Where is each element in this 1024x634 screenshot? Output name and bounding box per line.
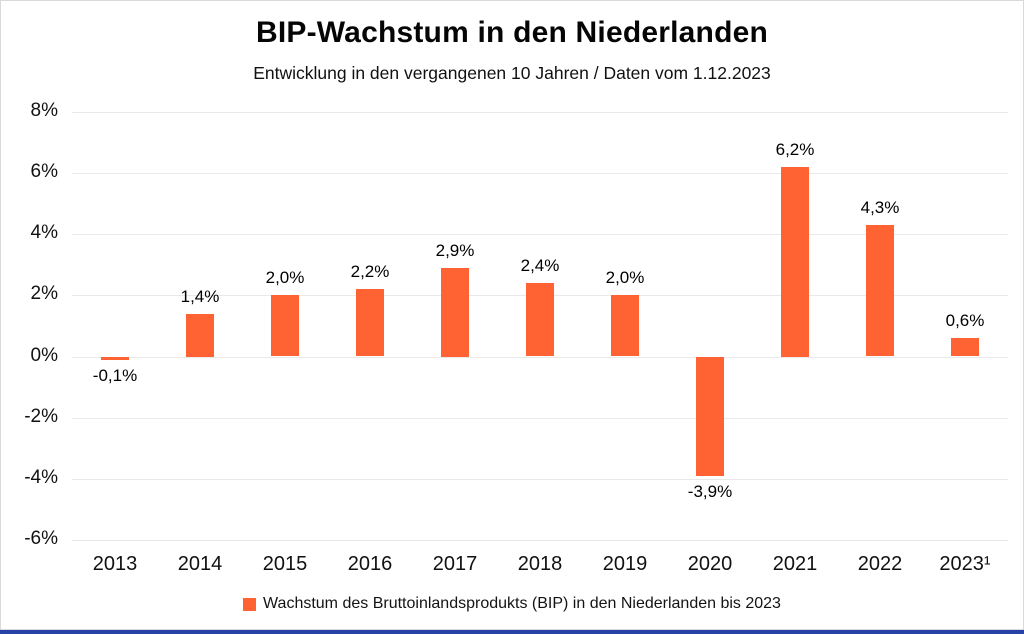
gridline-6% (72, 173, 1008, 174)
y-axis-tick--4%: -4% (24, 467, 58, 488)
x-axis-tick-2020: 2020 (687, 553, 733, 575)
x-axis-tick-2021: 2021 (772, 553, 818, 575)
y-axis-tick-4%: 4% (30, 222, 58, 243)
legend-swatch-icon (243, 597, 257, 611)
bar-2016 (356, 289, 384, 356)
x-axis-tick-2022: 2022 (857, 553, 903, 575)
x-axis-tick-2013: 2013 (92, 553, 138, 575)
value-label-2018: 2,4% (520, 256, 560, 275)
x-axis-tick-2014: 2014 (177, 553, 223, 575)
footer-accent-bar (0, 630, 1024, 634)
value-label-2013: -0,1% (92, 366, 138, 385)
x-axis-tick-2016: 2016 (347, 553, 393, 575)
y-axis-tick--2%: -2% (24, 406, 58, 427)
value-label-2015: 2,0% (265, 268, 305, 287)
legend: Wachstum des Bruttoinlandsprodukts (BIP)… (0, 595, 1024, 613)
bar-2020 (696, 357, 724, 476)
bar-2013 (101, 357, 129, 360)
chart-title: BIP-Wachstum in den Niederlanden (255, 16, 769, 49)
gridline--4% (72, 479, 1008, 480)
bar-2014 (186, 314, 214, 357)
x-axis-tick-2019: 2019 (602, 553, 648, 575)
legend-label: Wachstum des Bruttoinlandsprodukts (BIP)… (263, 595, 781, 612)
bar-2019 (611, 295, 639, 356)
bar-2015 (271, 295, 299, 356)
gridline-4% (72, 234, 1008, 235)
y-axis-tick-0%: 0% (30, 345, 58, 366)
gridline--2% (72, 418, 1008, 419)
value-label-2014: 1,4% (180, 287, 220, 306)
gridline--6% (72, 540, 1008, 541)
x-axis-tick-2023¹: 2023¹ (939, 553, 991, 575)
chart-subtitle: Entwicklung in den vergangenen 10 Jahren… (253, 63, 771, 83)
gridline-8% (72, 112, 1008, 113)
value-label-2017: 2,9% (435, 241, 475, 260)
x-axis-tick-2017: 2017 (432, 553, 478, 575)
value-label-2022: 4,3% (860, 198, 900, 217)
value-label-2021: 6,2% (775, 140, 815, 159)
value-label-2016: 2,2% (350, 262, 390, 281)
gridline-0% (72, 357, 1008, 358)
bar-2017 (441, 268, 469, 357)
bar-2023¹ (951, 338, 979, 356)
value-label-2019: 2,0% (605, 268, 645, 287)
value-label-2023¹: 0,6% (945, 311, 985, 330)
bar-2022 (866, 225, 894, 356)
bar-2021 (781, 167, 809, 357)
bar-2018 (526, 283, 554, 356)
y-axis-tick-2%: 2% (30, 283, 58, 304)
x-axis-tick-2018: 2018 (517, 553, 563, 575)
value-label-2020: -3,9% (687, 482, 733, 501)
y-axis-tick-6%: 6% (30, 161, 58, 182)
y-axis-tick-8%: 8% (30, 100, 58, 121)
y-axis-tick--6%: -6% (24, 528, 58, 549)
x-axis-tick-2015: 2015 (262, 553, 308, 575)
